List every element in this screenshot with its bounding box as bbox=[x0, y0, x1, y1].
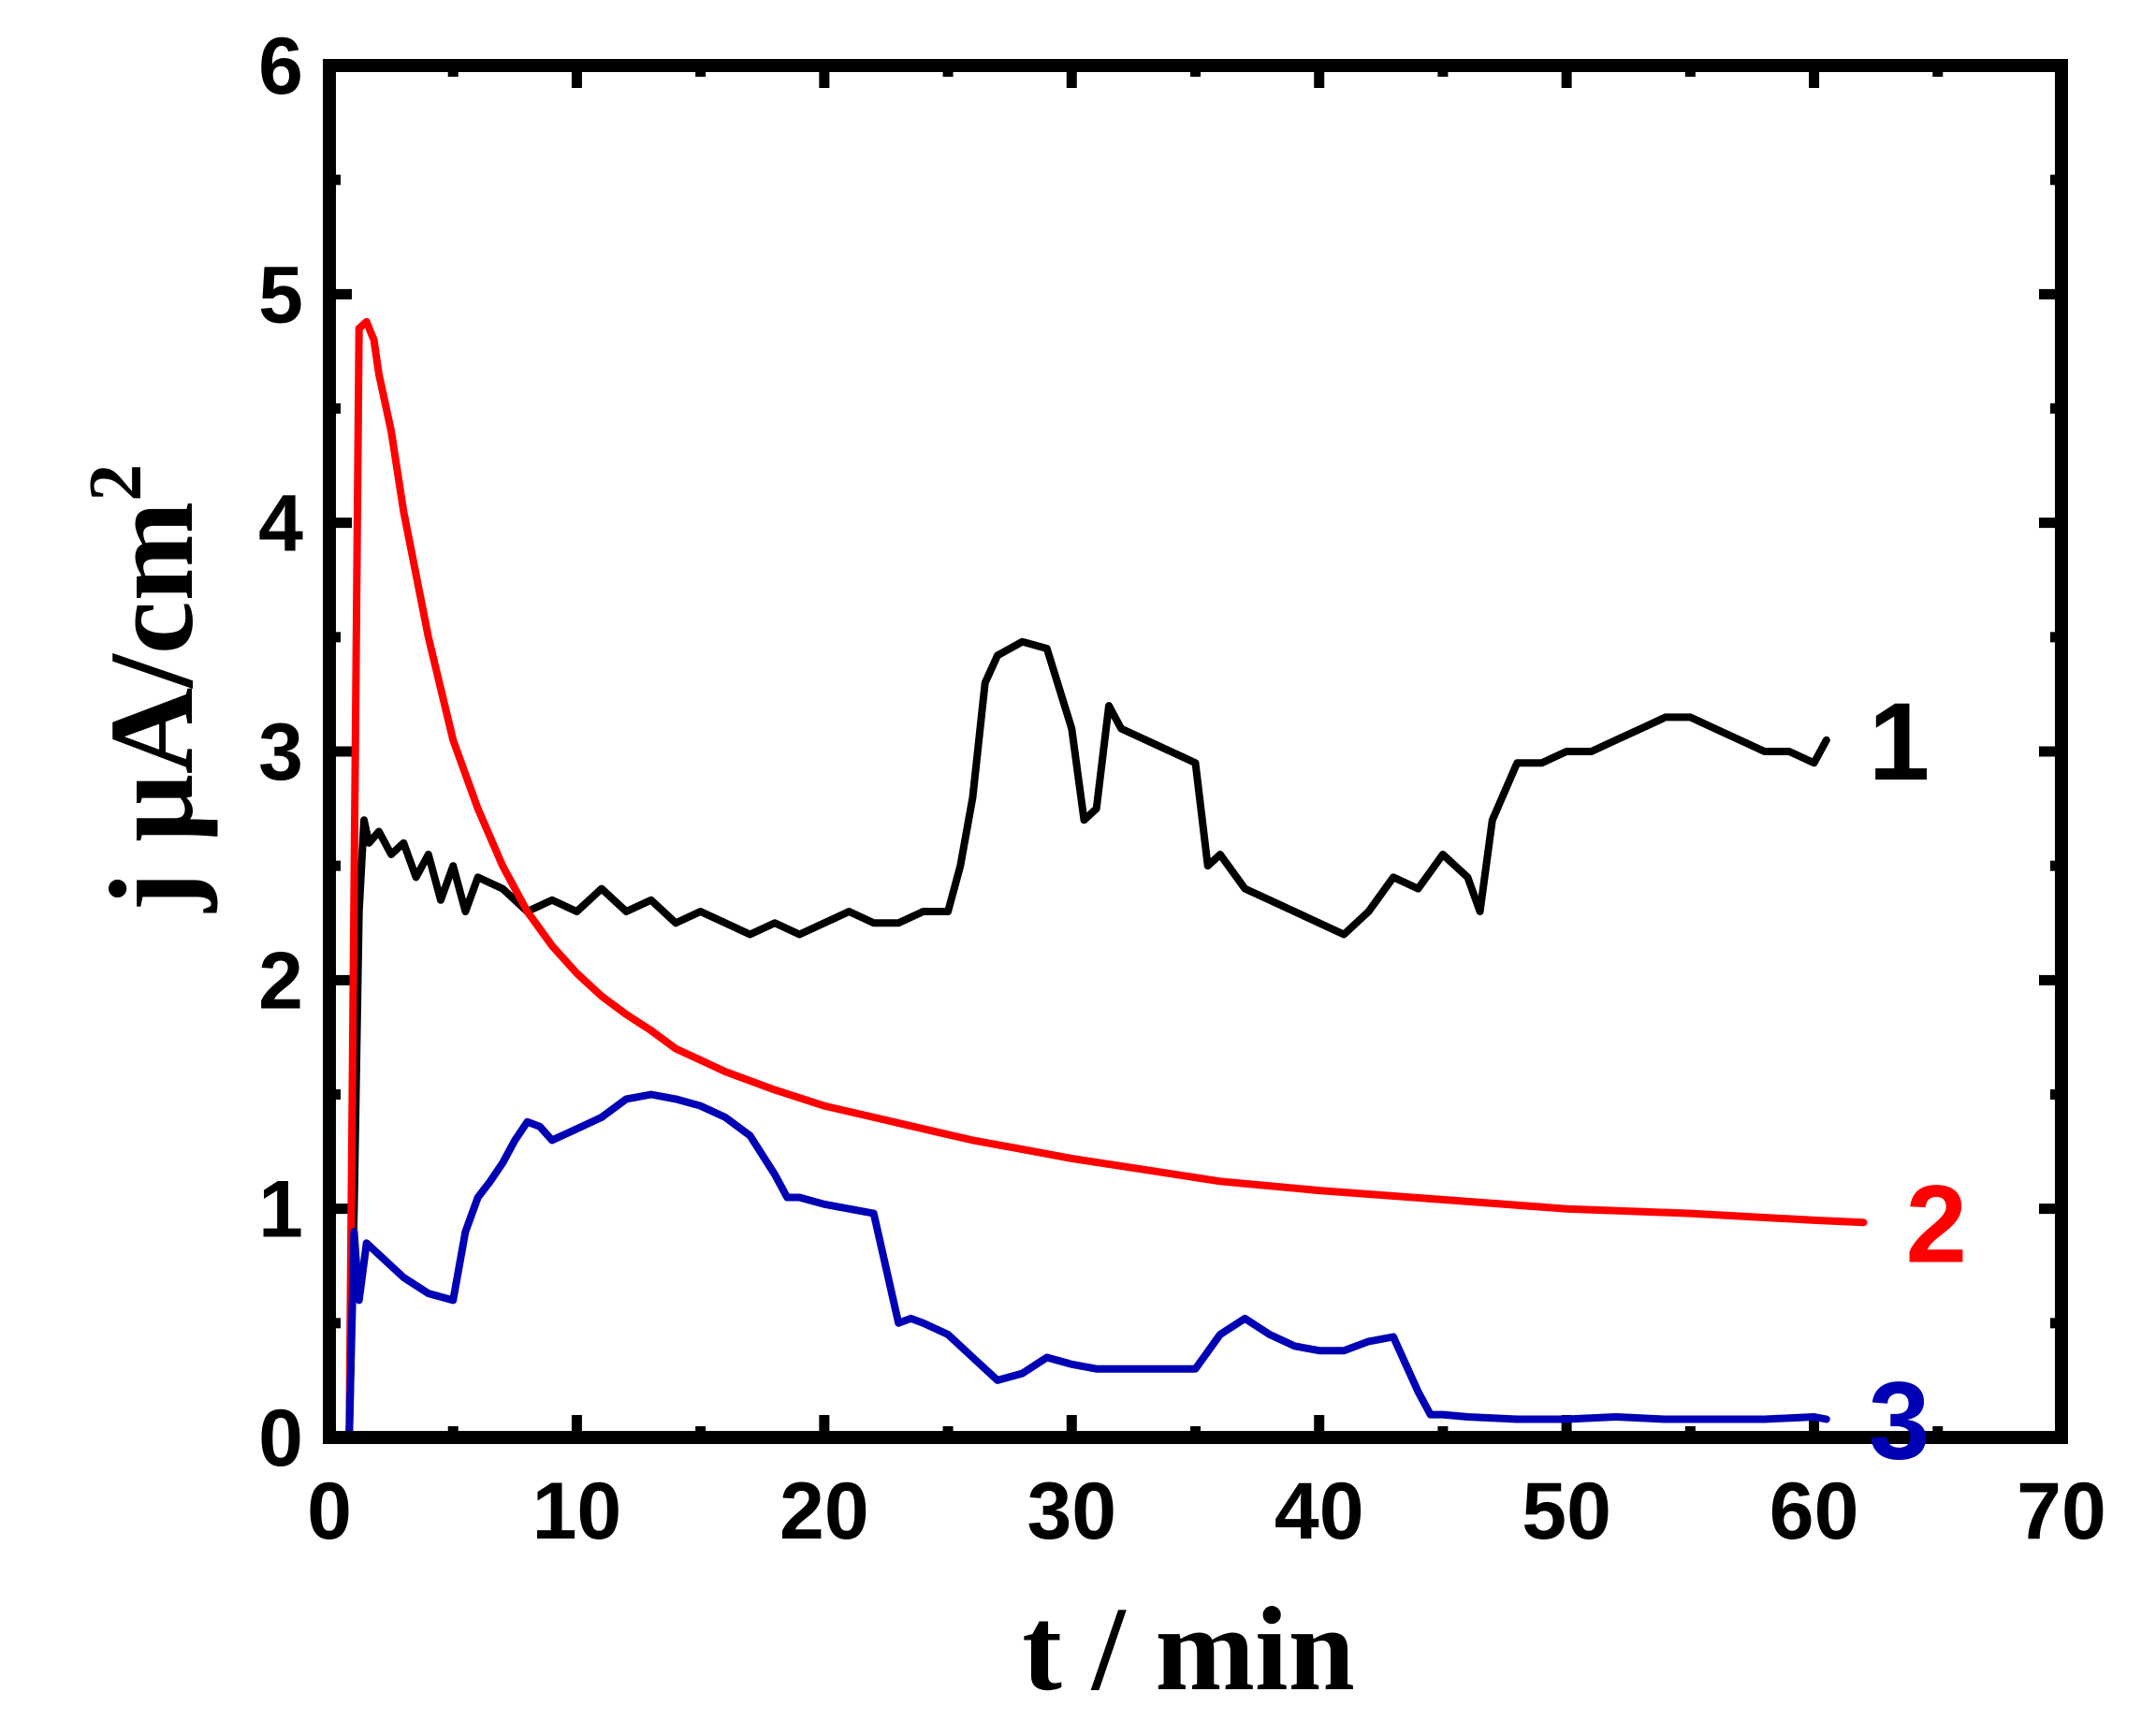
plot-frame bbox=[323, 59, 2068, 1444]
y-tick-label: 0 bbox=[258, 1393, 303, 1483]
series-2-line bbox=[345, 317, 1868, 1441]
series-labels: 1 2 3 bbox=[1869, 680, 1967, 1483]
y-tick-label: 4 bbox=[258, 479, 303, 569]
x-tick-label: 50 bbox=[1522, 1466, 1611, 1556]
y-axis-title: j μA/cm2 bbox=[75, 464, 218, 914]
axis-ticks bbox=[324, 60, 2067, 1443]
x-tick-label: 0 bbox=[307, 1466, 352, 1556]
series-3-label: 3 bbox=[1869, 1359, 1930, 1482]
y-tick-label: 1 bbox=[258, 1165, 303, 1255]
series-1-label: 1 bbox=[1869, 680, 1930, 804]
y-axis-title-main: j μA/cm bbox=[85, 502, 218, 914]
y-axis-title-group: j μA/cm2 bbox=[75, 464, 218, 914]
x-tick-label: 60 bbox=[1770, 1466, 1859, 1556]
y-tick-label: 6 bbox=[258, 22, 303, 111]
x-axis-title: t / min bbox=[1022, 1583, 1355, 1715]
x-tick-label: 30 bbox=[1027, 1466, 1116, 1556]
y-tick-label: 3 bbox=[258, 708, 303, 797]
series-1-line bbox=[345, 637, 1830, 1441]
x-tick-label: 70 bbox=[2017, 1466, 2106, 1556]
y-tick-label: 5 bbox=[258, 250, 303, 340]
tick-labels: 0 10 20 30 40 50 60 70 0 1 2 3 4 5 6 bbox=[258, 22, 2106, 1556]
x-tick-label: 40 bbox=[1274, 1466, 1364, 1556]
y-tick-label: 2 bbox=[258, 936, 303, 1026]
series-lines bbox=[345, 317, 1868, 1441]
x-tick-label: 20 bbox=[779, 1466, 869, 1556]
x-tick-label: 10 bbox=[532, 1466, 622, 1556]
y-axis-title-superscript: 2 bbox=[75, 464, 157, 502]
series-2-label: 2 bbox=[1905, 1162, 1967, 1286]
series-3-line bbox=[345, 1090, 1830, 1441]
